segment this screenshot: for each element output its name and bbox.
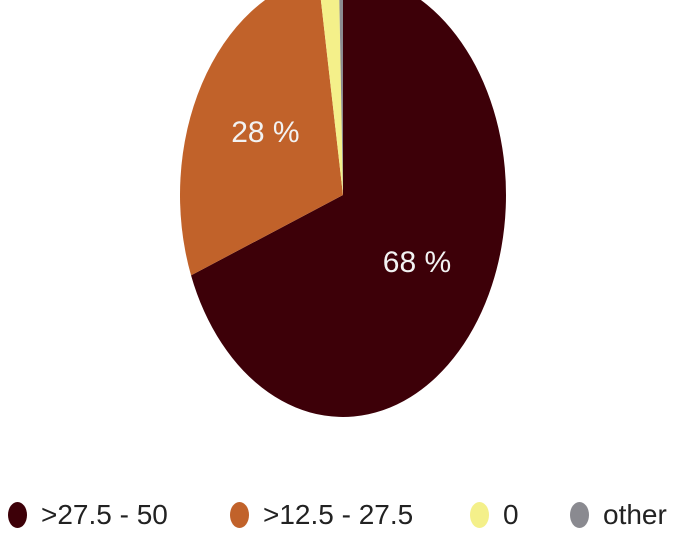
legend-item-27-5-50: >27.5 - 50: [8, 497, 168, 533]
legend: >27.5 - 50 >12.5 - 27.5 0 other: [0, 497, 682, 533]
legend-label-27-5-50: >27.5 - 50: [41, 499, 168, 530]
legend-swatch-other: [570, 502, 589, 528]
legend-label-other: other: [603, 499, 667, 530]
legend-swatch-0: [470, 502, 489, 528]
pie-slice-2: [320, 0, 343, 195]
legend-label-0: 0: [503, 499, 519, 530]
pie-slices: [180, 0, 506, 417]
legend-item-other: other: [570, 497, 667, 533]
legend-swatch-12-5-27-5: [230, 502, 249, 528]
pie-value-label-0: 68 %: [383, 246, 451, 279]
legend-label-12-5-27-5: >12.5 - 27.5: [263, 499, 414, 530]
pie-value-label-1: 28 %: [231, 116, 299, 149]
pie-slice-0: [191, 0, 506, 417]
legend-item-12-5-27-5: >12.5 - 27.5: [230, 497, 413, 533]
legend-item-0: 0: [470, 497, 519, 533]
pie-value-labels: 68 % 28 %: [231, 116, 451, 279]
pie-slice-3: [339, 0, 343, 195]
pie-slice-1: [180, 0, 343, 276]
legend-swatch-27-5-50: [8, 502, 27, 528]
